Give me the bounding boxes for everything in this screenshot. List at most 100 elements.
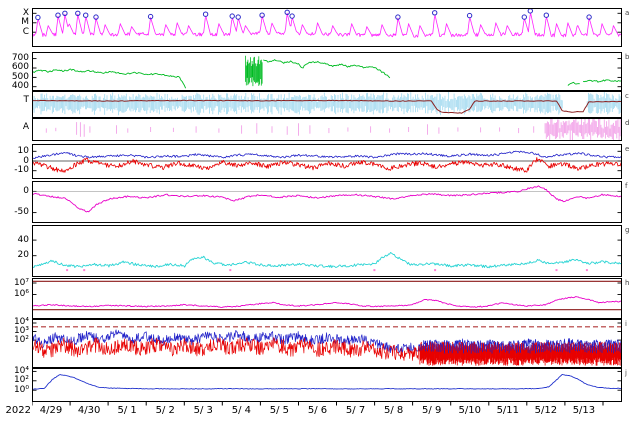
- y-axis-label-prot: 10⁴: [13, 317, 29, 328]
- y-axis-label-prot: 10³: [13, 326, 29, 337]
- panel-letter-speed: b: [625, 53, 630, 61]
- y-axis-label-xray: X: [22, 7, 29, 18]
- flare-marker: [83, 12, 89, 18]
- flare-marker: [543, 12, 549, 18]
- xray-canvas: [33, 9, 621, 38]
- flare-marker: [235, 14, 241, 20]
- flare-marker: [35, 14, 41, 21]
- panel-letter-elec: h: [625, 279, 630, 287]
- imf-canvas: [33, 150, 621, 173]
- activity-index: [33, 252, 621, 269]
- y-axis-label-temp: T: [23, 95, 30, 106]
- panel-activity-index: [32, 225, 622, 277]
- flare-marker: [55, 12, 61, 18]
- temp-canvas: [33, 92, 621, 116]
- x-axis-date-label: 5/ 1: [117, 405, 137, 416]
- proton-event: [33, 373, 621, 390]
- aux-dots: [66, 269, 69, 272]
- x-axis-ticks: [32, 402, 604, 406]
- y-axis-label-elec: 10⁷: [13, 277, 29, 288]
- x-axis-date-label: 5/ 8: [383, 405, 404, 416]
- wind-speed: [567, 81, 580, 86]
- panel-proton-flux: [32, 319, 622, 368]
- x-axis-date-label: 5/13: [572, 405, 596, 416]
- flare-marker: [147, 13, 154, 20]
- y-axis-label-ap: 20: [17, 250, 29, 261]
- x-axis-date-label: 4/30: [77, 405, 101, 416]
- panel-temperature: [32, 91, 622, 118]
- dst-canvas: [33, 185, 621, 214]
- flare-marker: [93, 14, 99, 20]
- y-axis-label-speed: 600: [11, 62, 29, 73]
- wind-speed: [263, 59, 391, 79]
- x-axis-date-label: 5/ 7: [345, 405, 366, 416]
- y-axis-label-dst: 0: [23, 185, 29, 196]
- x-axis-date-label: 5/ 4: [231, 405, 251, 416]
- x-axis-date-label: 5/ 3: [193, 405, 213, 416]
- y-axis-label-speed: 500: [11, 71, 29, 82]
- flare-marker: [395, 14, 401, 20]
- y-axis-label-imf: 0: [23, 155, 29, 166]
- y-axis-label-pev: 10⁴: [13, 365, 29, 376]
- imf-bz: [33, 157, 621, 173]
- x-axis-date-label: 5/ 9: [422, 405, 442, 416]
- y-axis-label-speed: 400: [11, 81, 29, 92]
- y-axis-label-speed: 700: [11, 53, 29, 64]
- y-axis-label-pev: 10²: [13, 375, 29, 386]
- panel-dst-index: [32, 181, 622, 223]
- xray-flux: [33, 12, 621, 38]
- flare-marker: [527, 9, 533, 14]
- aux-dots: [585, 269, 588, 272]
- aux-dots: [83, 269, 86, 272]
- x-axis-date-label: 5/ 2: [155, 405, 175, 416]
- x-axis-date-label: 5/12: [534, 405, 558, 416]
- flare-marker: [289, 13, 295, 19]
- dst: [33, 185, 621, 213]
- aux-dots: [229, 269, 232, 272]
- year-label: 2022: [5, 405, 31, 416]
- panel-letter-dens: d: [625, 119, 630, 127]
- panel-proton-events: [32, 368, 622, 402]
- elec-canvas: [33, 280, 621, 311]
- aux-dots: [434, 269, 437, 272]
- y-axis-label-imf: 10: [17, 145, 29, 156]
- prot-canvas: [33, 322, 621, 366]
- flare-marker: [284, 9, 290, 15]
- flare-marker: [75, 10, 81, 17]
- pev-canvas: [33, 370, 621, 391]
- flare-marker: [586, 14, 592, 20]
- ap-canvas: [33, 239, 621, 272]
- y-axis-label-dst: -50: [14, 207, 29, 218]
- y-axis-label-ap: 40: [17, 234, 29, 245]
- dens-canvas: [45, 119, 621, 140]
- y-axis-label-xray: C: [22, 26, 29, 37]
- panel-letter-imf: e: [625, 145, 630, 153]
- y-axis-label-imf: -10: [14, 165, 29, 176]
- y-axis-label-prot: 10²: [13, 334, 29, 345]
- panel-letter-xray: a: [625, 9, 630, 17]
- flare-marker: [432, 10, 438, 16]
- speed-canvas: [33, 55, 621, 89]
- panel-letter-temp: c: [625, 92, 629, 100]
- x-axis-date-label: 5/ 6: [307, 405, 328, 416]
- aux-dots: [555, 269, 558, 272]
- flare-marker: [521, 14, 527, 20]
- x-axis-date-label: 5/ 5: [269, 405, 290, 416]
- panel-imf: [32, 144, 622, 179]
- flare-marker: [229, 13, 235, 19]
- electron-flux: [33, 296, 621, 309]
- wind-speed: [33, 68, 186, 89]
- x-axis-date-label: 4/29: [39, 405, 63, 416]
- panel-letter-pev: j: [625, 369, 627, 377]
- flare-marker: [202, 11, 209, 17]
- wind-speed: [582, 79, 621, 83]
- flare-marker: [259, 12, 265, 18]
- panel-density: [32, 118, 622, 141]
- imf-bt: [33, 150, 621, 160]
- panel-letter-prot: i: [625, 320, 627, 328]
- y-axis-label-xray: M: [21, 17, 29, 28]
- y-axis-label-elec: 10⁶: [13, 288, 29, 299]
- panel-solar-wind-speed: [32, 52, 622, 91]
- flare-marker: [466, 12, 473, 19]
